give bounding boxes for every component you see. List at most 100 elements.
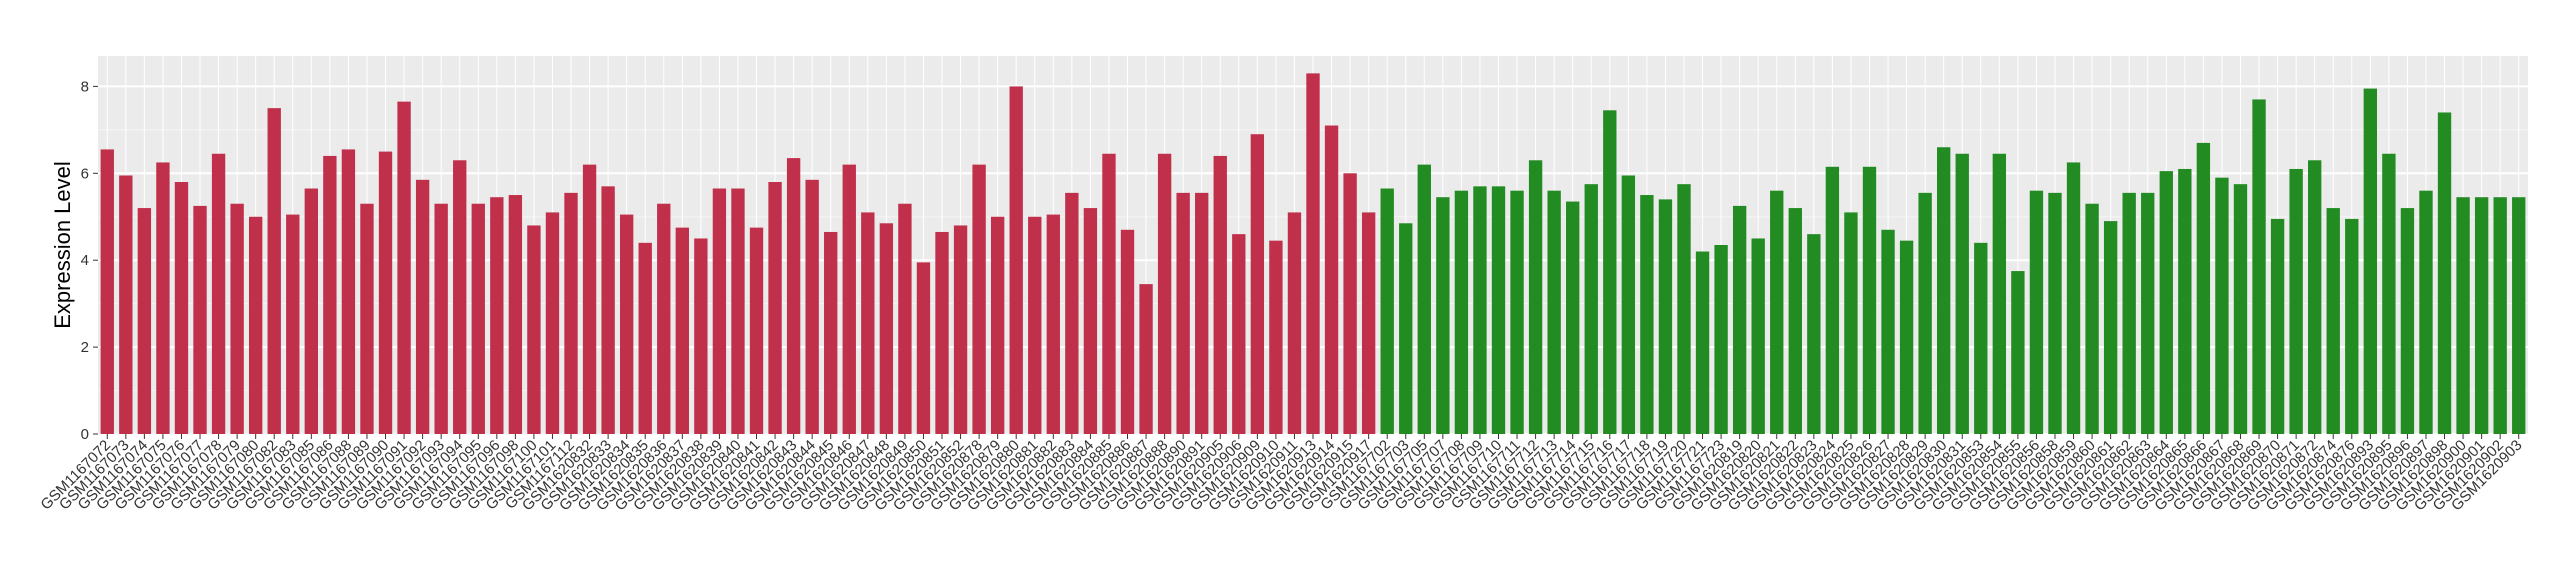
bar-GSM1620822 xyxy=(1788,208,1802,434)
bar-GSM1620910 xyxy=(1269,240,1283,434)
bar-GSM1167719 xyxy=(1658,199,1673,434)
bar-GSM1167723 xyxy=(1714,245,1728,434)
y-tick-label: 4 xyxy=(81,252,89,269)
bar-GSM1620901 xyxy=(2474,197,2489,434)
bar-GSM1620864 xyxy=(2159,171,2173,434)
bar-GSM1620844 xyxy=(805,179,819,434)
y-tick-label: 8 xyxy=(81,78,89,95)
bar-GSM1167091 xyxy=(397,101,411,434)
bar-GSM1167089 xyxy=(360,203,374,434)
bar-GSM1620841 xyxy=(749,227,764,434)
bar-GSM1167100 xyxy=(527,225,541,434)
bar-GSM1620881 xyxy=(1028,216,1042,434)
bar-GSM1620905 xyxy=(1213,155,1227,434)
bar-GSM1620878 xyxy=(972,164,986,434)
bar-GSM1620828 xyxy=(1899,240,1914,434)
bar-GSM1620870 xyxy=(2270,218,2285,434)
bar-GSM1167721 xyxy=(1695,251,1710,434)
bar-GSM1620896 xyxy=(2400,208,2415,434)
bar-GSM1167086 xyxy=(323,155,337,434)
bar-GSM1620888 xyxy=(1157,153,1172,435)
bar-GSM1620824 xyxy=(1825,166,1840,435)
bar-GSM1620891 xyxy=(1195,192,1209,434)
bar-GSM1620830 xyxy=(1937,147,1951,434)
bar-GSM1620838 xyxy=(694,238,708,434)
bar-GSM1620826 xyxy=(1862,166,1877,435)
bar-GSM1620827 xyxy=(1881,229,1895,434)
y-axis-title: Expression Level xyxy=(50,161,75,329)
bar-GSM1620829 xyxy=(1918,192,1932,434)
bar-GSM1620819 xyxy=(1732,205,1747,434)
bar-GSM1167702 xyxy=(1380,188,1394,434)
bar-GSM1167715 xyxy=(1584,184,1598,434)
bar-GSM1167710 xyxy=(1491,186,1506,434)
y-tick-label: 2 xyxy=(81,339,89,356)
bar-GSM1167707 xyxy=(1436,197,1450,434)
bar-GSM1167092 xyxy=(415,179,430,434)
bar-GSM1620890 xyxy=(1176,192,1190,434)
bar-GSM1167095 xyxy=(471,203,485,434)
bar-GSM1620887 xyxy=(1139,284,1153,434)
bar-GSM1167083 xyxy=(286,214,300,434)
bar-GSM1620836 xyxy=(657,203,671,434)
bar-GSM1620898 xyxy=(2437,112,2452,434)
bar-GSM1167705 xyxy=(1417,164,1431,434)
bar-GSM1620831 xyxy=(1955,153,1969,435)
bar-GSM1167703 xyxy=(1399,223,1413,434)
bar-GSM1167112 xyxy=(564,192,578,434)
bar-GSM1620903 xyxy=(2512,197,2526,434)
bar-GSM1167073 xyxy=(119,175,133,434)
bar-GSM1620897 xyxy=(2419,190,2433,434)
bar-GSM1620872 xyxy=(2308,160,2322,434)
y-tick-label: 0 xyxy=(81,426,89,443)
bar-GSM1620879 xyxy=(990,216,1005,434)
bar-GSM1167080 xyxy=(248,216,263,434)
bar-GSM1167077 xyxy=(193,205,207,434)
bar-GSM1620902 xyxy=(2493,197,2507,434)
bar-GSM1167072 xyxy=(100,149,114,434)
bar-GSM1620861 xyxy=(2103,221,2118,434)
bar-GSM1620917 xyxy=(1361,212,1376,434)
bar-GSM1620862 xyxy=(2122,192,2136,434)
bar-GSM1167712 xyxy=(1528,160,1543,434)
bar-GSM1620835 xyxy=(638,242,652,434)
bar-GSM1620860 xyxy=(2085,203,2099,434)
bar-GSM1620869 xyxy=(2252,99,2266,434)
bar-GSM1167075 xyxy=(156,162,170,434)
bar-GSM1620866 xyxy=(2196,142,2211,434)
bar-GSM1620854 xyxy=(1992,153,2007,435)
bar-GSM1167098 xyxy=(508,195,523,434)
bar-GSM1167079 xyxy=(230,203,244,434)
bar-GSM1167082 xyxy=(267,108,281,434)
bar-GSM1620851 xyxy=(935,231,949,434)
x-axis: GSM1167072GSM1167073GSM1167074GSM1167075… xyxy=(37,434,2526,514)
bar-GSM1167085 xyxy=(304,188,318,434)
bar-GSM1620834 xyxy=(619,214,634,434)
bar-GSM1167711 xyxy=(1510,190,1524,434)
bar-GSM1167709 xyxy=(1473,186,1487,434)
bar-series xyxy=(100,73,2526,435)
bar-GSM1620848 xyxy=(879,223,894,434)
bar-GSM1620856 xyxy=(2029,190,2044,434)
bar-GSM1620895 xyxy=(2382,153,2396,435)
bar-GSM1620906 xyxy=(1232,234,1246,434)
bar-GSM1620893 xyxy=(2363,88,2378,434)
bar-GSM1620913 xyxy=(1306,73,1320,435)
bar-GSM1167714 xyxy=(1566,201,1580,434)
bar-GSM1620900 xyxy=(2456,197,2470,434)
bar-GSM1620858 xyxy=(2048,192,2062,434)
bar-GSM1620849 xyxy=(898,203,912,434)
bar-GSM1167713 xyxy=(1547,190,1561,434)
bar-GSM1620832 xyxy=(582,164,597,434)
bar-GSM1620837 xyxy=(675,227,689,434)
y-tick-label: 6 xyxy=(81,165,89,182)
bar-GSM1620911 xyxy=(1287,212,1302,434)
bar-GSM1620846 xyxy=(842,164,856,434)
bar-GSM1167074 xyxy=(137,208,152,434)
bar-GSM1167716 xyxy=(1603,110,1617,434)
bar-GSM1620882 xyxy=(1046,214,1060,434)
bar-GSM1620820 xyxy=(1751,238,1765,434)
bar-GSM1620825 xyxy=(1844,212,1858,434)
bar-GSM1167076 xyxy=(174,182,189,434)
bar-GSM1620871 xyxy=(2289,168,2303,434)
